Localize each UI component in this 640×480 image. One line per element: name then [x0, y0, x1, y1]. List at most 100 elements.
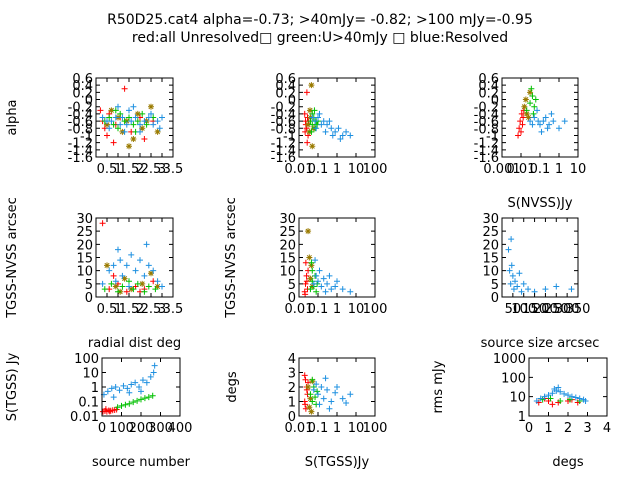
x-tick-label: 200 — [129, 421, 154, 436]
point-blue-2-9 — [136, 384, 143, 390]
point-blue-0-13 — [542, 286, 549, 293]
point-green-2-1 — [106, 114, 113, 121]
point-blue-3-0 — [310, 386, 317, 393]
point-blue-2-1 — [104, 388, 111, 395]
x-tick-label: 0.01 — [285, 302, 314, 317]
x-tick-label: 2 — [136, 162, 144, 177]
x-tick-label: 50 — [505, 302, 522, 317]
y-tick-label: -1.4 — [68, 144, 93, 159]
point-blue-2-10 — [139, 377, 146, 384]
point-green-2-9 — [311, 107, 318, 114]
y-tick-label: -1.6 — [271, 151, 296, 166]
point-blue-3-17 — [117, 257, 124, 264]
point-blue-3-9 — [339, 132, 346, 139]
point-olive-1-0 — [104, 121, 110, 128]
point-green-2-4 — [528, 85, 535, 92]
point-blue-3-17 — [137, 128, 143, 135]
point-olive-1-0 — [305, 384, 312, 390]
point-blue-2-12 — [147, 373, 154, 380]
point-blue-3-6 — [128, 251, 135, 258]
point-olive-1-2 — [307, 275, 314, 282]
point-blue-3-6 — [328, 286, 335, 293]
point-olive-1-6 — [154, 283, 161, 290]
x-tick-label: 0.01 — [507, 162, 536, 177]
point-green-1-4 — [130, 399, 137, 406]
point-green-2-7 — [141, 288, 148, 295]
point-green-2-6 — [530, 110, 537, 117]
y-tick-label: 10 — [82, 367, 99, 382]
point-blue-3-8 — [334, 384, 340, 390]
y-tick-label: 0 — [288, 94, 296, 109]
point-green-2-12 — [112, 107, 119, 114]
point-blue-3-7 — [332, 389, 339, 396]
point-olive-1-0 — [521, 103, 528, 110]
point-blue-3-8 — [132, 114, 139, 121]
point-blue-3-6 — [328, 398, 335, 405]
point-red-0-7 — [121, 85, 128, 92]
point-blue-3-14 — [343, 399, 350, 406]
point-olive-1-1 — [523, 110, 530, 117]
point-blue-3-14 — [326, 118, 333, 125]
point-blue-3-4 — [117, 121, 124, 128]
plot-frame — [501, 77, 579, 158]
point-blue-3-19 — [121, 128, 128, 135]
point-green-2-0 — [101, 286, 108, 293]
point-blue-3-12 — [544, 125, 551, 132]
plot-frame — [528, 357, 608, 417]
point-blue-3-3 — [318, 384, 325, 390]
point-red-0-6 — [302, 291, 309, 298]
point-blue-3-5 — [123, 262, 130, 269]
x-tick-label: 350 — [566, 302, 591, 317]
point-blue-3-4 — [320, 395, 327, 402]
point-blue-3-1 — [313, 272, 320, 279]
point-blue-2-3 — [545, 392, 552, 399]
point-green-1-0 — [114, 404, 121, 411]
point-blue-2-6 — [124, 385, 131, 392]
point-blue-3-2 — [110, 262, 117, 269]
point-green-1-2 — [122, 401, 129, 408]
point-blue-3-18 — [148, 110, 154, 117]
point-blue-3-10 — [141, 118, 148, 125]
point-green-2-8 — [308, 128, 315, 135]
point-green-2-6 — [134, 280, 141, 287]
point-blue-3-16 — [143, 241, 150, 248]
x-tick-label: 0 — [98, 421, 106, 436]
point-green-2-7 — [130, 121, 137, 128]
x-tick-label: 1 — [544, 421, 552, 436]
point-blue-3-8 — [335, 125, 342, 132]
point-red-0-0 — [301, 372, 308, 379]
point-olive-1-5 — [307, 107, 314, 114]
point-blue-3-14 — [548, 110, 555, 117]
point-blue-3-0 — [310, 280, 317, 287]
point-blue-0-6 — [512, 278, 519, 285]
point-green-2-8 — [134, 118, 141, 125]
x-tick-label: 1.5 — [119, 302, 140, 317]
point-blue-3-1 — [313, 381, 320, 388]
point-red-0-7 — [303, 278, 310, 285]
x-axis-label: S(TGSS)Jy — [305, 455, 370, 470]
point-green-2-1 — [309, 398, 316, 405]
x-tick-label: 0.1 — [308, 421, 329, 436]
point-blue-3-16 — [126, 107, 132, 114]
point-blue-3-0 — [99, 114, 106, 121]
point-olive-1-2 — [522, 96, 529, 103]
y-tick-label: 5 — [288, 278, 296, 293]
point-blue-3-1 — [106, 267, 113, 274]
point-blue-3-21 — [156, 125, 163, 132]
y-tick-label: 30 — [76, 212, 93, 227]
point-green-2-6 — [126, 114, 132, 121]
point-blue-2-4 — [116, 387, 123, 394]
x-tick-label: 1 — [114, 302, 122, 317]
point-blue-3-5 — [119, 114, 126, 121]
point-blue-3-12 — [154, 278, 161, 285]
point-blue-0-16 — [508, 236, 515, 243]
point-blue-3-2 — [315, 278, 321, 285]
y-tick-label: 25 — [76, 225, 93, 240]
point-blue-2-13 — [555, 384, 562, 391]
point-blue-2-11 — [143, 379, 150, 386]
point-blue-3-3 — [318, 283, 325, 290]
point-red-0-7 — [520, 114, 527, 121]
y-tick-label: -1.6 — [68, 151, 93, 166]
